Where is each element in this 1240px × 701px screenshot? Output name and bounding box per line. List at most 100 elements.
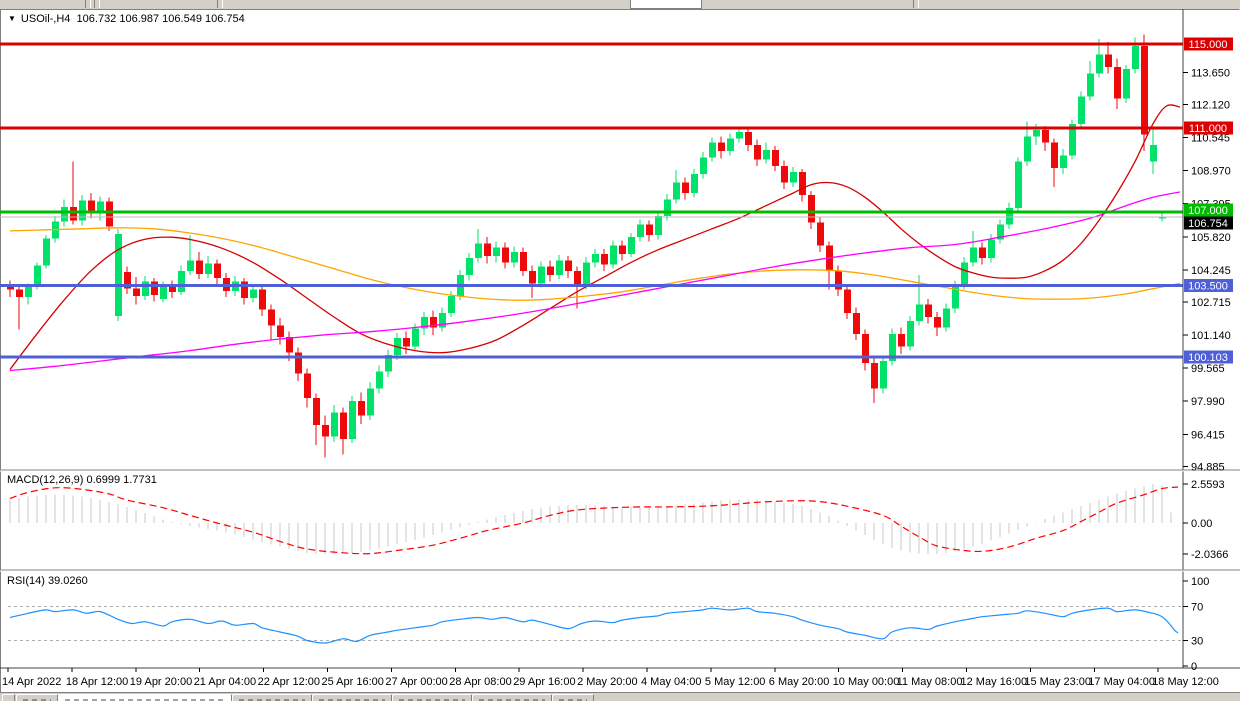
candle [1123, 69, 1130, 99]
candle [799, 172, 806, 196]
candle [997, 224, 1004, 240]
candle [961, 262, 968, 286]
candle [898, 333, 905, 347]
toolbar-separator [913, 0, 919, 8]
candle [574, 270, 581, 286]
candle [763, 150, 770, 160]
price-badge [1184, 350, 1233, 364]
rsi-tick-label: 0 [1191, 661, 1197, 673]
macd-tick-label: -2.0366 [1191, 549, 1228, 561]
candle [88, 200, 95, 214]
candle [259, 289, 266, 310]
time-tick-label: 18 Apr 12:00 [66, 676, 128, 688]
candle [916, 304, 923, 322]
time-tick-label: 21 Apr 04:00 [194, 676, 256, 688]
chart-tab[interactable] [472, 694, 552, 701]
time-tick-label: 11 May 08:00 [897, 676, 963, 688]
chart-tab[interactable] [552, 694, 594, 701]
candle [637, 224, 644, 238]
price-badge-label: 115.000 [1189, 39, 1228, 51]
candle [385, 354, 392, 372]
chart-tab[interactable] [312, 694, 392, 701]
time-tick-label: 2 May 20:00 [577, 676, 638, 688]
candle [610, 245, 617, 265]
chart-tab-strip [0, 692, 1240, 701]
candle [988, 239, 995, 259]
candle [43, 238, 50, 266]
candle [907, 321, 914, 347]
candle [493, 247, 500, 257]
candle [817, 222, 824, 246]
time-tick-label: 25 Apr 16:00 [322, 676, 384, 688]
candle [160, 285, 167, 300]
candle [1114, 67, 1121, 99]
time-tick-label: 14 Apr 2022 [2, 676, 61, 688]
collapse-icon[interactable]: ▼ [8, 14, 16, 23]
time-tick-label: 5 May 12:00 [705, 676, 766, 688]
chart-window[interactable] [0, 9, 1240, 693]
candle [367, 388, 374, 416]
candle [1024, 136, 1031, 162]
candle [952, 285, 959, 309]
candle [1105, 54, 1112, 68]
candle [151, 281, 158, 295]
time-tick-label: 17 May 04:00 [1088, 676, 1155, 688]
candle [601, 254, 608, 265]
price-badge [1184, 121, 1233, 135]
time-tick-label: 4 May 04:00 [641, 676, 702, 688]
toolbar-clipped-edge [0, 0, 1240, 9]
candle [250, 289, 257, 299]
candle [412, 328, 419, 347]
candle [1141, 46, 1148, 135]
chart-tab[interactable] [232, 694, 312, 701]
candle [547, 266, 554, 275]
candle [754, 144, 761, 160]
candle [286, 336, 293, 353]
candle [664, 199, 671, 217]
candle [673, 182, 680, 200]
candle [1060, 155, 1067, 168]
candle [844, 289, 851, 313]
tab-scroll-button[interactable] [2, 694, 15, 701]
time-tick-label: 27 Apr 00:00 [385, 676, 447, 688]
candle [511, 251, 518, 263]
candle [34, 265, 41, 287]
candle [1159, 217, 1166, 219]
candle [169, 285, 176, 292]
price-badge-label: 111.000 [1189, 123, 1227, 135]
chart-tab-active[interactable] [58, 694, 232, 701]
candle [889, 333, 896, 362]
chart-tab[interactable] [16, 694, 58, 701]
candle [628, 237, 635, 254]
candle [835, 270, 842, 290]
time-tick-label: 18 May 12:00 [1152, 676, 1219, 688]
candle [565, 260, 572, 271]
price-badge-label: 100.103 [1188, 352, 1228, 364]
time-tick-label: 29 Apr 16:00 [513, 676, 575, 688]
candle [70, 206, 77, 221]
time-tick-label: 10 May 00:00 [833, 676, 900, 688]
candle [556, 260, 563, 275]
candle [583, 262, 590, 286]
candle [268, 309, 275, 326]
macd-signal-line [9, 486, 1179, 555]
candle [466, 258, 473, 275]
ma-red-line [9, 104, 1181, 370]
candle [871, 363, 878, 389]
candle [124, 271, 131, 289]
candle [448, 296, 455, 313]
candle [970, 247, 977, 263]
candle [475, 243, 482, 259]
candle [529, 270, 536, 284]
candle [745, 132, 752, 145]
chart-title: ▼ USOil-,H4 106.732 106.987 106.549 106.7… [8, 13, 245, 25]
price-tick-label: 96.415 [1191, 429, 1225, 441]
chart-tab[interactable] [392, 694, 472, 701]
price-tick-label: 94.885 [1191, 461, 1225, 473]
candle [142, 281, 149, 296]
candle [646, 224, 653, 236]
candle [295, 352, 302, 374]
candle [313, 397, 320, 426]
candle [7, 284, 14, 290]
